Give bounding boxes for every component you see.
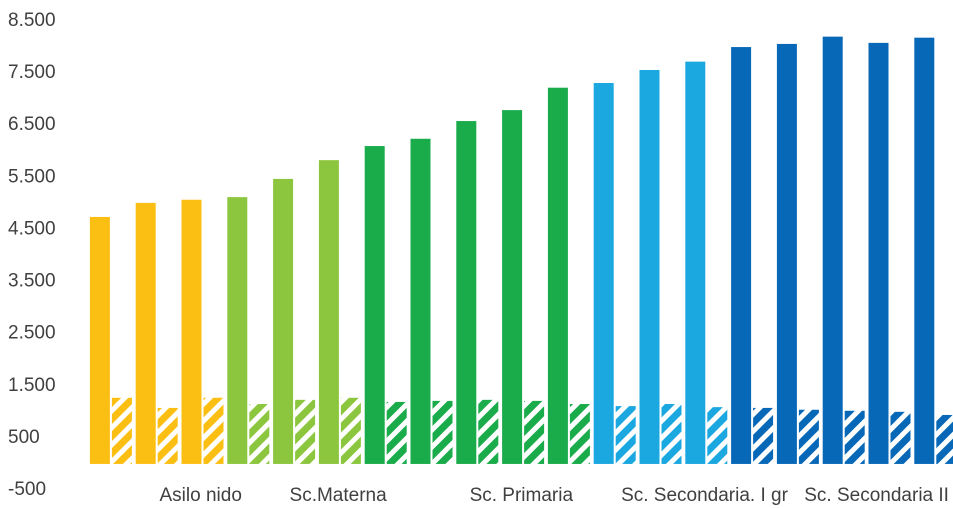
bar — [273, 178, 294, 464]
bar — [798, 409, 819, 464]
bar — [844, 410, 865, 464]
bar — [524, 400, 545, 464]
bar — [868, 42, 889, 464]
bar — [547, 87, 568, 464]
bar — [731, 47, 752, 464]
x-tick-label: Sc. Secondaria. I gr — [621, 485, 789, 506]
y-tick-label: 5.500 — [8, 166, 56, 187]
bar — [135, 202, 156, 464]
y-tick-label: 7.500 — [8, 62, 56, 83]
bar — [249, 404, 270, 464]
bar — [410, 138, 431, 464]
y-tick-label: 500 — [8, 427, 40, 448]
bar — [111, 397, 132, 464]
bar — [502, 110, 523, 464]
bar — [432, 400, 453, 464]
bar — [914, 37, 935, 464]
x-tick-label: Asilo nido — [160, 485, 242, 506]
bar — [364, 146, 385, 464]
bar — [157, 407, 178, 464]
bar — [936, 414, 953, 464]
bar — [685, 61, 706, 464]
bar — [890, 411, 911, 464]
bar — [227, 197, 248, 464]
bar — [340, 397, 361, 464]
bar — [707, 407, 728, 464]
bar — [181, 199, 202, 464]
bar — [318, 160, 339, 464]
bar — [822, 36, 843, 464]
y-tick-label: 3.500 — [8, 271, 56, 292]
bar — [295, 399, 316, 464]
bar — [89, 216, 110, 464]
y-tick-label: 1.500 — [8, 375, 56, 396]
bar — [569, 404, 590, 464]
y-tick-label: -500 — [8, 479, 46, 500]
x-tick-label: Sc. Primaria — [470, 485, 574, 506]
x-tick-label: Sc.Materna — [290, 485, 388, 506]
bar — [776, 43, 797, 464]
y-tick-label: 2.500 — [8, 323, 56, 344]
y-tick-label: 6.500 — [8, 114, 56, 135]
bar — [753, 407, 774, 464]
bar — [639, 69, 660, 464]
bar — [593, 83, 614, 464]
bar — [386, 401, 407, 464]
y-tick-label: 4.500 — [8, 218, 56, 239]
bar — [456, 121, 477, 464]
x-tick-label: Sc. Secondaria II gr — [804, 485, 953, 506]
bar — [478, 399, 499, 464]
y-tick-label: 8.500 — [8, 10, 56, 31]
bar — [615, 406, 636, 464]
bar — [661, 404, 682, 464]
bar — [203, 397, 224, 464]
